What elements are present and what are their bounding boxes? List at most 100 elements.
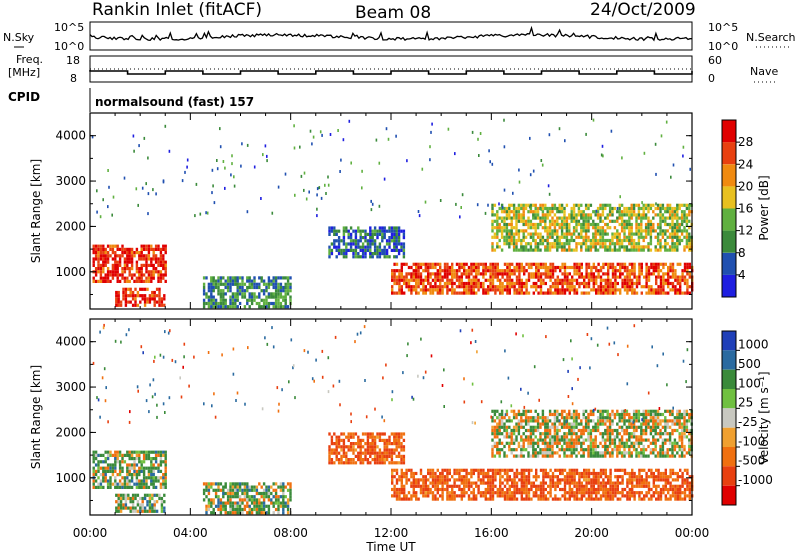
- range-gate-cell: [152, 482, 155, 486]
- range-gate-cell: [580, 213, 583, 217]
- range-gate-cell: [395, 242, 398, 246]
- range-gate-cell: [536, 416, 540, 420]
- range-gate-cell: [536, 210, 540, 214]
- range-gate-cell: [657, 497, 660, 501]
- range-gate-cell: [205, 495, 208, 499]
- range-gate-cell: [489, 278, 492, 282]
- range-gate-cell: [410, 265, 413, 270]
- range-gate-cell: [491, 213, 494, 217]
- range-gate-cell: [628, 497, 631, 501]
- range-gate-cell: [652, 269, 655, 273]
- range-gate-cell: [282, 504, 285, 508]
- range-gate-cell: [489, 160, 491, 164]
- range-gate-cell: [551, 497, 555, 501]
- range-gate-cell: [596, 216, 600, 220]
- range-gate-cell: [118, 450, 122, 454]
- range-gate-cell: [262, 507, 266, 512]
- range-gate-cell: [279, 289, 283, 293]
- range-gate-cell: [458, 484, 461, 488]
- range-gate-cell: [529, 409, 533, 413]
- range-gate-cell: [544, 422, 547, 426]
- range-gate-cell: [515, 216, 518, 220]
- range-gate-cell: [559, 291, 562, 295]
- range-gate-cell: [424, 269, 427, 273]
- range-gate-cell: [548, 235, 552, 239]
- range-gate-cell: [277, 498, 280, 502]
- range-gate-cell: [525, 269, 528, 273]
- range-gate-cell: [594, 245, 597, 249]
- range-gate-cell: [682, 154, 684, 158]
- range-gate-cell: [393, 278, 396, 282]
- range-gate-cell: [661, 203, 665, 207]
- range-gate-cell: [422, 288, 425, 292]
- range-gate-cell: [159, 270, 163, 274]
- range-gate-cell: [330, 242, 334, 246]
- range-gate-cell: [499, 269, 502, 273]
- range-gate-cell: [369, 461, 372, 465]
- range-gate-cell: [660, 134, 663, 138]
- range-gate-cell: [381, 432, 384, 436]
- range-gate-cell: [400, 491, 403, 495]
- range-gate-cell: [544, 432, 547, 436]
- range-gate-cell: [451, 275, 454, 279]
- range-gate-cell: [364, 229, 367, 233]
- range-gate-cell: [94, 254, 98, 258]
- range-gate-cell: [124, 496, 128, 501]
- range-gate-cell: [532, 448, 535, 452]
- range-gate-cell: [335, 458, 338, 462]
- range-gate-cell: [541, 448, 545, 452]
- range-gate-cell: [535, 269, 538, 273]
- range-gate-cell: [546, 210, 549, 214]
- range-gate-cell: [270, 292, 273, 296]
- range-gate-cell: [657, 269, 660, 273]
- range-gate-cell: [491, 454, 494, 458]
- range-gate-cell: [133, 473, 136, 477]
- range-gate-cell: [560, 210, 564, 214]
- range-gate-cell: [210, 511, 213, 515]
- range-gate-cell: [378, 229, 382, 233]
- range-gate-cell: [606, 213, 609, 217]
- range-gate-cell: [205, 295, 208, 299]
- range-gate-cell: [500, 203, 504, 207]
- range-gate-cell: [282, 276, 285, 280]
- range-gate-cell: [587, 203, 590, 207]
- range-gate-cell: [575, 471, 579, 476]
- range-gate-cell: [429, 475, 432, 479]
- range-gate-cell: [128, 273, 131, 277]
- range-gate-cell: [503, 229, 506, 233]
- range-gate-cell: [164, 260, 167, 264]
- range-gate-cell: [431, 285, 435, 289]
- range-gate-cell: [333, 448, 336, 452]
- range-gate-cell: [397, 248, 401, 252]
- range-gate-cell: [501, 468, 504, 472]
- range-gate-cell: [532, 226, 535, 230]
- range-gate-cell: [253, 298, 256, 302]
- range-gate-cell: [491, 409, 494, 413]
- range-gate-cell: [357, 252, 360, 256]
- range-gate-cell: [546, 428, 549, 433]
- range-gate-cell: [626, 491, 629, 495]
- range-gate-cell: [448, 468, 451, 472]
- range-gate-cell: [378, 438, 382, 442]
- range-gate-cell: [431, 288, 435, 292]
- range-gate-cell: [157, 257, 160, 261]
- range-gate-cell: [151, 493, 154, 497]
- range-gate-cell: [443, 269, 447, 273]
- range-gate-cell: [352, 451, 355, 455]
- range-gate-cell: [508, 468, 511, 472]
- range-gate-cell: [262, 153, 264, 157]
- range-gate-cell: [652, 471, 655, 476]
- range-gate-cell: [626, 481, 629, 485]
- range-gate-cell: [376, 248, 379, 252]
- range-gate-cell: [604, 491, 607, 495]
- range-gate-cell: [647, 491, 651, 495]
- range-gate-cell: [214, 491, 218, 496]
- range-gate-cell: [471, 130, 474, 134]
- range-gate-cell: [633, 475, 636, 479]
- range-gate-cell: [270, 279, 273, 283]
- range-gate-cell: [494, 285, 497, 289]
- range-gate-cell: [234, 305, 237, 309]
- range-gate-cell: [119, 503, 123, 507]
- range-gate-cell: [489, 265, 492, 270]
- range-gate-cell: [262, 279, 266, 283]
